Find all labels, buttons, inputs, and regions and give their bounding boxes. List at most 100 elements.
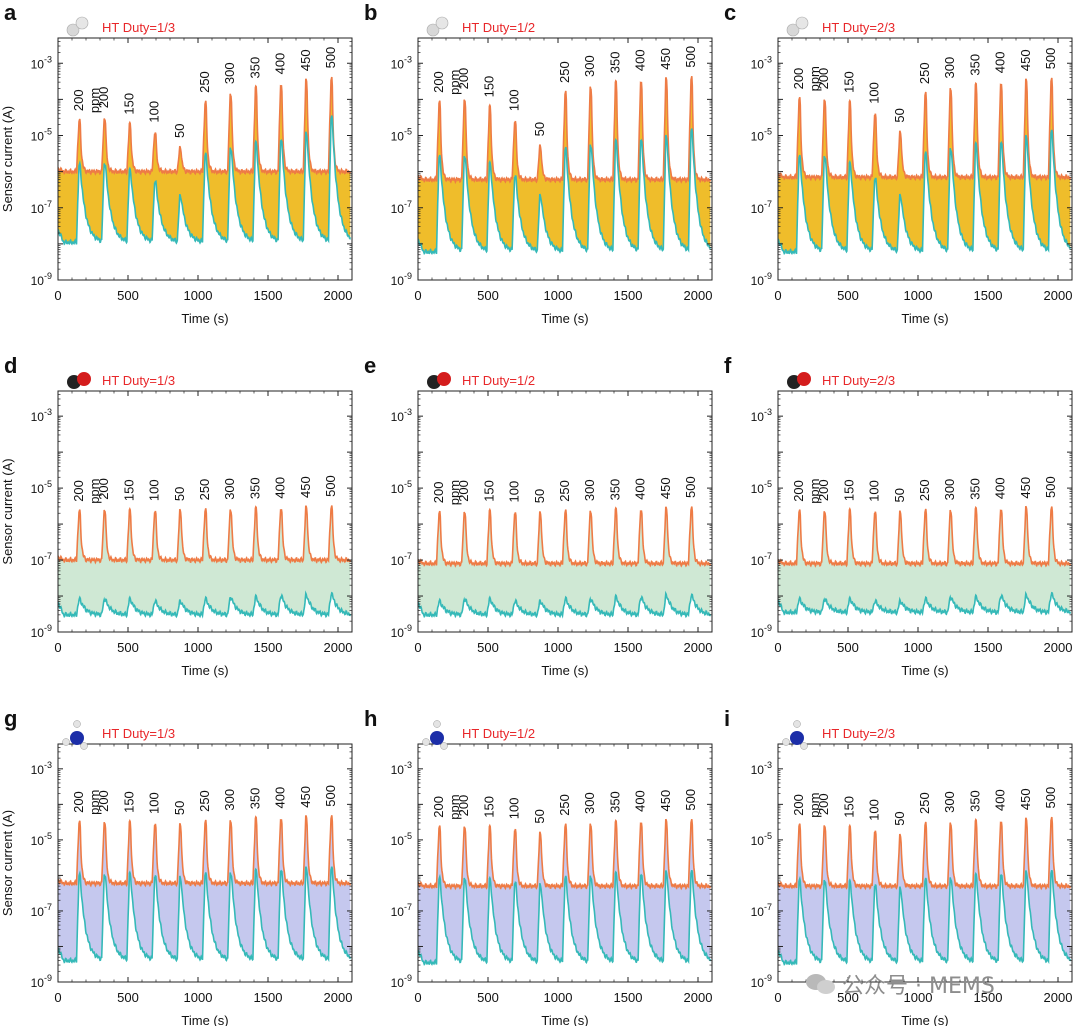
x-tick-label: 1500 bbox=[974, 640, 1003, 655]
pulse-label: 200 bbox=[791, 68, 806, 90]
x-tick-label: 500 bbox=[117, 288, 139, 303]
x-tick-label: 500 bbox=[117, 640, 139, 655]
plot-frame bbox=[57, 37, 353, 281]
pulse-label: 50 bbox=[532, 489, 547, 503]
y-tick-label: 10-9 bbox=[31, 973, 52, 990]
pulse-label: 250 bbox=[557, 794, 572, 816]
x-tick-label: 1000 bbox=[184, 288, 213, 303]
pulse-label: 450 bbox=[658, 790, 673, 812]
chart-panel-f: 10-9 10-7 10-5 10-3 0 500 1000 1500 2000 Time (s)… bbox=[724, 353, 1073, 678]
panel-letter: h bbox=[364, 706, 377, 731]
x-axis-label: Time (s) bbox=[901, 663, 948, 678]
n-atom bbox=[430, 731, 444, 745]
x-tick-label: 2000 bbox=[684, 288, 713, 303]
pulse-label: 100 bbox=[147, 479, 162, 501]
x-axis-label: Time (s) bbox=[181, 1013, 228, 1026]
upper-current-line bbox=[777, 816, 1072, 891]
x-tick-label: 1000 bbox=[184, 640, 213, 655]
unit-label: ppm bbox=[807, 66, 822, 91]
pulse-label: 150 bbox=[841, 796, 856, 818]
pulse-label: 150 bbox=[481, 480, 496, 502]
unit-label: ppm bbox=[87, 790, 102, 815]
y-tick-label: 10-5 bbox=[391, 831, 412, 848]
y-tick-label: 10-7 bbox=[391, 551, 412, 568]
lower-current-line bbox=[777, 129, 1072, 256]
pulse-label: 500 bbox=[323, 475, 338, 497]
y-tick-label: 10-9 bbox=[751, 623, 772, 640]
h-atom bbox=[422, 738, 430, 746]
upper-current-line bbox=[417, 506, 712, 568]
pulse-label: 450 bbox=[1018, 477, 1033, 499]
x-tick-label: 0 bbox=[414, 640, 421, 655]
x-tick-label: 500 bbox=[477, 288, 499, 303]
panel-title: HT Duty=1/3 bbox=[102, 726, 175, 741]
panel-title: HT Duty=1/2 bbox=[462, 20, 535, 35]
panel-letter: i bbox=[724, 706, 730, 731]
pulse-label: 250 bbox=[557, 480, 572, 502]
pulse-label: 100 bbox=[147, 792, 162, 814]
pulse-label: 150 bbox=[841, 71, 856, 93]
x-tick-label: 0 bbox=[414, 990, 421, 1005]
h-atom bbox=[426, 23, 440, 37]
plot-frame bbox=[417, 743, 713, 983]
x-axis-label: Time (s) bbox=[181, 663, 228, 678]
pulse-label: 250 bbox=[917, 62, 932, 84]
unit-label: ppm bbox=[807, 479, 822, 504]
pulse-label: 400 bbox=[633, 49, 648, 71]
pulse-label: 400 bbox=[993, 789, 1008, 811]
hydrogen-molecule-icon bbox=[426, 16, 449, 37]
x-tick-label: 500 bbox=[477, 990, 499, 1005]
x-tick-label: 1000 bbox=[544, 990, 573, 1005]
pulse-label: 200 bbox=[791, 794, 806, 816]
y-tick-label: 10-5 bbox=[31, 127, 52, 144]
pulse-label: 200 bbox=[96, 87, 111, 109]
pulse-label: 450 bbox=[298, 786, 313, 808]
panel-title: HT Duty=2/3 bbox=[822, 373, 895, 388]
pulse-label: 200 bbox=[816, 479, 831, 501]
lower-current-line bbox=[57, 115, 352, 246]
pulse-label: 100 bbox=[507, 89, 522, 111]
carbon-monoxide-molecule-icon bbox=[787, 372, 811, 389]
panel-letter: d bbox=[4, 353, 17, 378]
panel-title: HT Duty=1/3 bbox=[102, 373, 175, 388]
chart-panel-e: 10-9 10-7 10-5 10-3 0 500 1000 1500 2000 Time (s)… bbox=[364, 353, 713, 678]
pulse-label: 450 bbox=[658, 48, 673, 70]
pulse-label: 500 bbox=[323, 785, 338, 807]
pulse-label: 300 bbox=[582, 479, 597, 501]
x-axis-label: Time (s) bbox=[541, 311, 588, 326]
pulse-label: 500 bbox=[683, 476, 698, 498]
h-atom bbox=[786, 23, 800, 37]
x-tick-label: 0 bbox=[774, 990, 781, 1005]
pulse-label: 400 bbox=[273, 787, 288, 809]
y-tick-label: 10-7 bbox=[391, 199, 412, 216]
chart-panel-h: 10-9 10-7 10-5 10-3 0 500 1000 1500 2000 Time (s)… bbox=[364, 706, 713, 1026]
x-tick-label: 1500 bbox=[614, 288, 643, 303]
y-tick-label: 10-3 bbox=[31, 760, 52, 777]
y-tick-label: 10-3 bbox=[391, 760, 412, 777]
y-tick-label: 10-5 bbox=[31, 479, 52, 496]
unit-label: ppm bbox=[87, 88, 102, 113]
ammonia-molecule-icon bbox=[422, 720, 448, 750]
y-tick-label: 10-9 bbox=[751, 973, 772, 990]
pulse-label: 200 bbox=[456, 480, 471, 502]
x-tick-label: 500 bbox=[837, 288, 859, 303]
x-tick-label: 0 bbox=[54, 640, 61, 655]
lower-current-line bbox=[57, 590, 352, 619]
y-tick-label: 10-3 bbox=[751, 54, 772, 71]
pulse-label: 400 bbox=[993, 51, 1008, 73]
unit-label: ppm bbox=[87, 479, 102, 504]
y-tick-label: 10-7 bbox=[751, 551, 772, 568]
chart-panel-d: 10-9 10-7 10-5 10-3 0 500 1000 1500 2000 Time (s)… bbox=[0, 353, 353, 678]
upper-current-line bbox=[57, 505, 352, 565]
pulse-label: 350 bbox=[247, 788, 262, 810]
pulse-label: 150 bbox=[841, 479, 856, 501]
y-tick-label: 10-9 bbox=[391, 271, 412, 288]
pulse-label: 400 bbox=[273, 477, 288, 499]
pulse-label: 150 bbox=[481, 76, 496, 98]
x-tick-label: 1000 bbox=[544, 640, 573, 655]
pulse-label: 50 bbox=[892, 811, 907, 825]
lower-current-line bbox=[777, 590, 1072, 617]
y-tick-label: 10-7 bbox=[31, 551, 52, 568]
lower-current-line bbox=[417, 128, 712, 256]
pulse-label: 150 bbox=[121, 93, 136, 115]
